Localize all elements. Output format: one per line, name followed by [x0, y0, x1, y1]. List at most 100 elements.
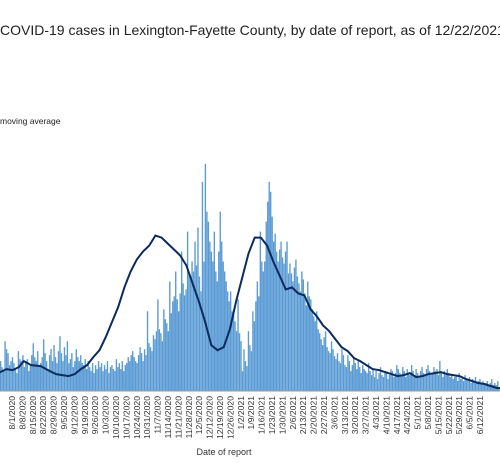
bar	[91, 363, 94, 391]
x-tick-label: 9/26/2020	[90, 396, 100, 434]
x-tick-label: 2/13/2021	[298, 396, 308, 434]
bar	[56, 363, 58, 391]
bar	[185, 289, 187, 391]
bar	[93, 373, 95, 391]
bar	[299, 291, 302, 391]
x-tick-label: 5/8/2021	[423, 396, 433, 430]
bar	[145, 355, 147, 391]
bar	[363, 369, 365, 391]
bar	[307, 281, 309, 391]
bar	[224, 271, 226, 391]
bar	[413, 375, 416, 391]
bar	[44, 353, 46, 391]
bar	[81, 363, 83, 391]
bar	[45, 361, 48, 391]
bar	[129, 361, 131, 391]
bar	[10, 361, 12, 391]
bar	[394, 373, 397, 391]
bar	[284, 251, 287, 391]
bar	[367, 363, 370, 391]
bar	[134, 361, 137, 391]
bar	[109, 367, 112, 391]
x-tick-label: 8/15/2020	[28, 396, 38, 434]
bar	[292, 281, 294, 391]
bar	[324, 331, 327, 391]
bar	[338, 361, 340, 391]
bar	[142, 361, 144, 391]
moving-average-line	[0, 234, 500, 389]
bar	[280, 241, 282, 391]
bar	[97, 361, 100, 391]
bar	[17, 351, 20, 391]
bar	[170, 313, 172, 391]
bar	[222, 261, 224, 391]
bar	[216, 281, 218, 391]
bar	[29, 366, 31, 391]
bar	[409, 375, 411, 391]
bar	[244, 361, 247, 391]
bar	[207, 221, 210, 391]
bar	[115, 359, 118, 391]
bar	[136, 363, 138, 391]
bar-series	[0, 163, 500, 391]
bar	[489, 383, 492, 391]
bar	[439, 361, 441, 391]
bar	[175, 271, 177, 391]
bar	[103, 365, 106, 391]
bar	[320, 339, 322, 391]
bar	[295, 259, 297, 391]
bar	[60, 353, 63, 391]
bar	[390, 369, 392, 391]
bar	[158, 329, 161, 391]
bar	[261, 261, 263, 391]
bar	[78, 361, 80, 391]
bar	[139, 347, 141, 391]
bar	[290, 273, 293, 391]
x-tick-label: 9/12/2020	[69, 396, 79, 434]
bar	[350, 371, 352, 391]
chart-title: COVID-19 cases in Lexington-Fayette Coun…	[0, 22, 500, 38]
bar	[272, 241, 275, 391]
bar	[57, 351, 60, 391]
bar	[37, 351, 39, 391]
bar	[247, 331, 250, 391]
bar	[385, 373, 388, 391]
bar	[425, 369, 428, 391]
bar	[381, 375, 383, 391]
bar	[14, 369, 17, 391]
bar	[485, 383, 487, 391]
x-tick-label: 10/3/2020	[101, 396, 111, 434]
bar	[491, 379, 493, 391]
bar	[366, 373, 368, 391]
bar	[474, 377, 477, 391]
bar	[464, 375, 466, 391]
bar	[26, 359, 29, 391]
bar	[384, 371, 386, 391]
bar	[243, 349, 245, 391]
bar	[448, 373, 450, 391]
bar	[126, 363, 128, 391]
x-tick-label: 5/22/2021	[444, 396, 454, 434]
bar	[180, 251, 183, 391]
bar	[255, 301, 257, 391]
bar	[336, 353, 339, 391]
bar	[192, 271, 195, 391]
bar	[317, 329, 319, 391]
bar	[476, 383, 478, 391]
bar	[47, 369, 49, 391]
bar	[228, 301, 230, 391]
bar	[387, 379, 389, 391]
bar	[51, 361, 54, 391]
x-tick-label: 8/29/2020	[49, 396, 59, 434]
bar	[118, 363, 121, 391]
bar	[342, 355, 345, 391]
bar	[20, 361, 23, 391]
bar	[405, 377, 407, 391]
bar	[123, 371, 125, 391]
bar	[204, 163, 207, 391]
bar	[452, 379, 454, 391]
bar	[415, 369, 417, 391]
bar	[492, 385, 494, 391]
bar	[219, 211, 221, 391]
x-tick-label: 11/14/2020	[163, 396, 173, 439]
